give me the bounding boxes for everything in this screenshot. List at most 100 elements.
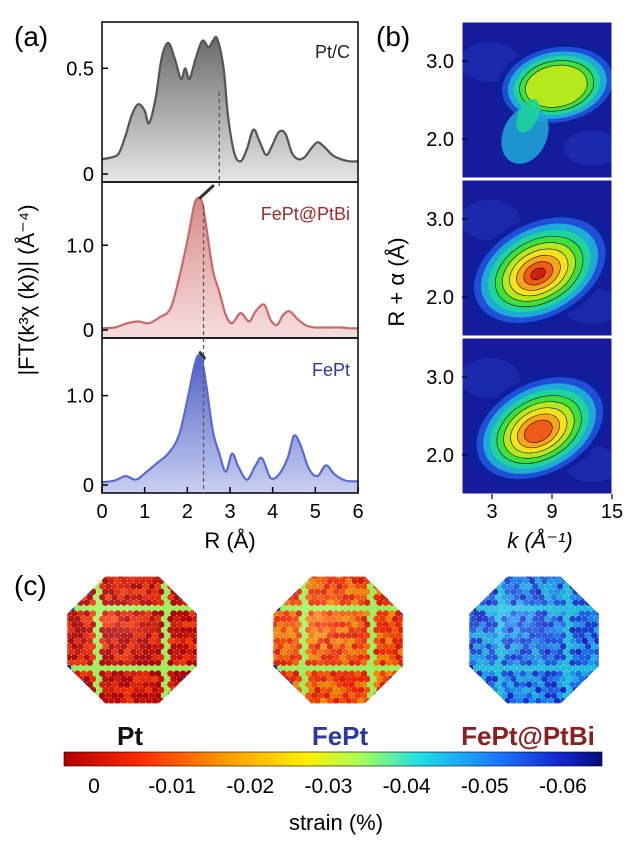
xtick-label: 0 [96, 501, 107, 523]
ft-subplot-ptc: Pt/C 00.5 [66, 21, 359, 186]
atom [404, 703, 411, 710]
atom [492, 567, 499, 574]
atom [265, 698, 272, 705]
atom [265, 567, 272, 574]
atom [59, 589, 66, 596]
atom [348, 703, 356, 704]
atom [532, 703, 539, 704]
atom [74, 681, 81, 688]
atom [389, 567, 396, 574]
atom [185, 576, 193, 579]
atom [597, 588, 599, 596]
atom [469, 681, 471, 688]
atom [92, 703, 100, 704]
atom [373, 576, 380, 579]
atom [195, 686, 197, 694]
atom [265, 621, 272, 628]
atom [280, 576, 287, 579]
atom [192, 594, 197, 601]
atom [469, 675, 474, 683]
atom [581, 583, 589, 590]
atom [523, 567, 530, 574]
atom [198, 681, 205, 688]
atom [566, 567, 573, 574]
atom [578, 577, 586, 585]
atom [273, 588, 278, 596]
atom [130, 703, 137, 704]
atom [195, 588, 197, 596]
atom [469, 692, 471, 699]
atom [146, 567, 153, 574]
feptptbi-line [102, 196, 358, 330]
atom [179, 576, 187, 579]
atom [581, 681, 589, 688]
atom [461, 610, 468, 617]
atom [566, 697, 573, 704]
atom [587, 692, 595, 699]
atom [198, 605, 205, 612]
atom [563, 576, 570, 579]
atom [473, 686, 480, 694]
atom [470, 681, 477, 688]
atom [581, 692, 589, 699]
atom [74, 576, 81, 579]
atom [192, 670, 197, 678]
atom [569, 703, 576, 704]
atom [71, 567, 78, 574]
atom [59, 698, 66, 705]
atom [170, 697, 177, 704]
atom [59, 654, 66, 661]
fept-series-label: FePt [312, 360, 350, 380]
atom [74, 703, 81, 704]
atom [292, 692, 300, 699]
atom [461, 698, 468, 705]
atom [265, 578, 272, 585]
atom [277, 577, 284, 585]
atom [594, 681, 599, 688]
atom [152, 567, 159, 574]
atom [476, 681, 483, 688]
ft-xticks: 0 1 2 3 4 5 6 [96, 487, 364, 523]
atom [86, 692, 94, 699]
atom [476, 583, 483, 590]
atom [308, 567, 315, 574]
atom [271, 567, 278, 574]
atom [123, 703, 131, 704]
atom [469, 588, 474, 596]
atom [89, 697, 97, 704]
atom [274, 576, 281, 579]
atom [575, 583, 582, 590]
atom [59, 676, 66, 683]
atom [476, 703, 483, 704]
atom [461, 687, 468, 694]
atom [391, 703, 399, 704]
atom [182, 697, 190, 704]
atom [67, 686, 72, 694]
atom [597, 577, 599, 585]
ytick-label: 0 [83, 475, 94, 497]
atom [67, 670, 69, 678]
wavelet-frame [461, 179, 613, 337]
atom [482, 703, 490, 704]
atom [587, 576, 595, 579]
ytick-label: 1.0 [66, 386, 94, 408]
xtick-label: 6 [352, 501, 363, 523]
atom [394, 599, 402, 606]
atom [185, 703, 193, 704]
atom [358, 567, 365, 574]
atom [188, 697, 196, 704]
atom [538, 703, 545, 704]
atom [600, 649, 607, 656]
atom [391, 576, 399, 579]
atom [283, 686, 290, 694]
atom [401, 577, 403, 585]
atom [479, 567, 486, 574]
atom [265, 610, 272, 617]
atom [600, 594, 607, 601]
atom [188, 577, 196, 585]
atom [71, 686, 78, 694]
atom [273, 697, 278, 704]
atom [192, 703, 197, 704]
atom [179, 692, 187, 699]
atom [461, 632, 468, 639]
